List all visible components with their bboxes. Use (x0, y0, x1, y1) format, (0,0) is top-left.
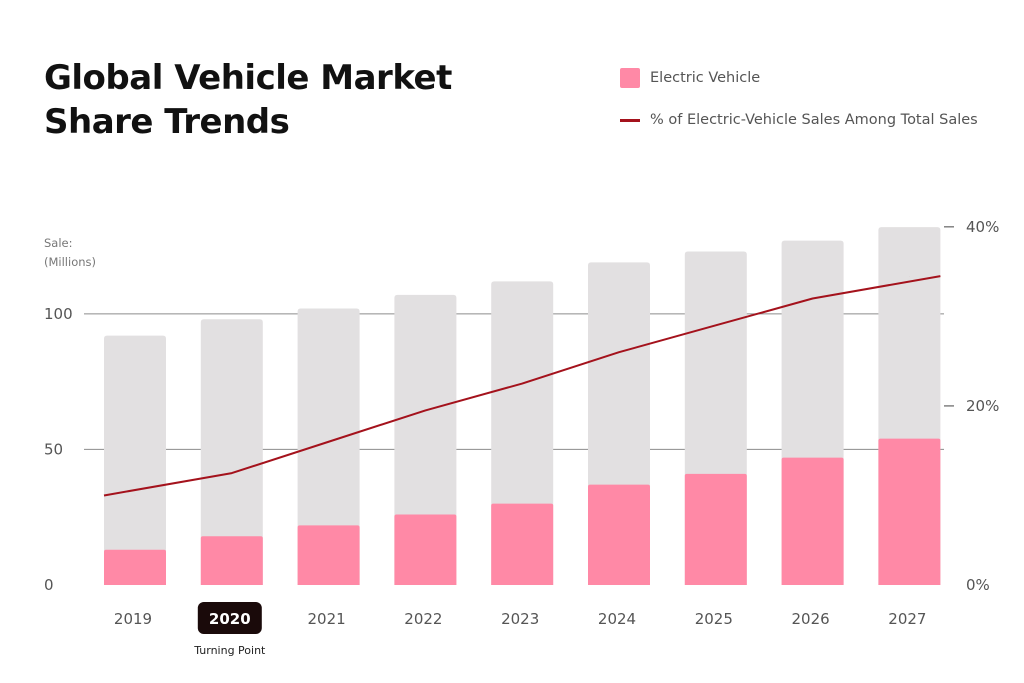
chart-title-line-1: Global Vehicle Market (44, 58, 452, 98)
legend-label-percent: % of Electric-Vehicle Sales Among Total … (650, 112, 978, 128)
x-tick-label: 2021 (308, 610, 346, 628)
legend-line-percent (620, 118, 640, 122)
total-bar (394, 294, 457, 585)
y-tick-label: 0 (44, 576, 54, 594)
y2-tick-label: 0% (966, 576, 990, 594)
total-bar (200, 319, 263, 585)
x-tick-label: 2023 (501, 610, 539, 628)
x-tick-label: 2026 (792, 610, 830, 628)
x-tick-label: 2022 (404, 610, 442, 628)
ev-bar (588, 484, 650, 585)
legend: Electric Vehicle % of Electric-Vehicle S… (620, 68, 978, 152)
x-tick-label: 2025 (695, 610, 733, 628)
x-tick-label: 2019 (114, 610, 152, 628)
ev-bar (684, 473, 747, 585)
y-axis-unit-line-2: (Millions) (44, 255, 96, 269)
legend-item-ev: Electric Vehicle (620, 68, 978, 88)
x-tick-label: 2020 (209, 610, 251, 628)
ev-bar (491, 503, 554, 585)
ev-bar (394, 514, 457, 585)
y2-tick-label: 40% (966, 218, 999, 236)
highlight-badge (197, 602, 262, 634)
ev-bar (878, 438, 941, 585)
highlight-annotation: Turning Point (193, 644, 266, 657)
ev-bar (781, 457, 844, 585)
total-bar (104, 335, 166, 585)
x-tick-label: 2024 (598, 610, 636, 628)
x-tick-label: 2027 (888, 610, 926, 628)
legend-label-ev: Electric Vehicle (650, 70, 761, 86)
total-bar (297, 308, 360, 585)
y-tick-label: 50 (44, 440, 63, 458)
y2-tick-label: 20% (966, 397, 999, 415)
chart-title-line-2: Share Trends (44, 102, 290, 142)
ev-bar (200, 536, 263, 585)
ev-bar (297, 525, 360, 585)
y-axis-unit-line-1: Sale: (44, 236, 73, 250)
chart-title: Global Vehicle Market Share Trends (44, 56, 452, 144)
legend-item-percent: % of Electric-Vehicle Sales Among Total … (620, 112, 978, 128)
legend-swatch-ev (620, 68, 640, 88)
ev-bar (104, 549, 166, 585)
y-tick-label: 100 (44, 305, 73, 323)
